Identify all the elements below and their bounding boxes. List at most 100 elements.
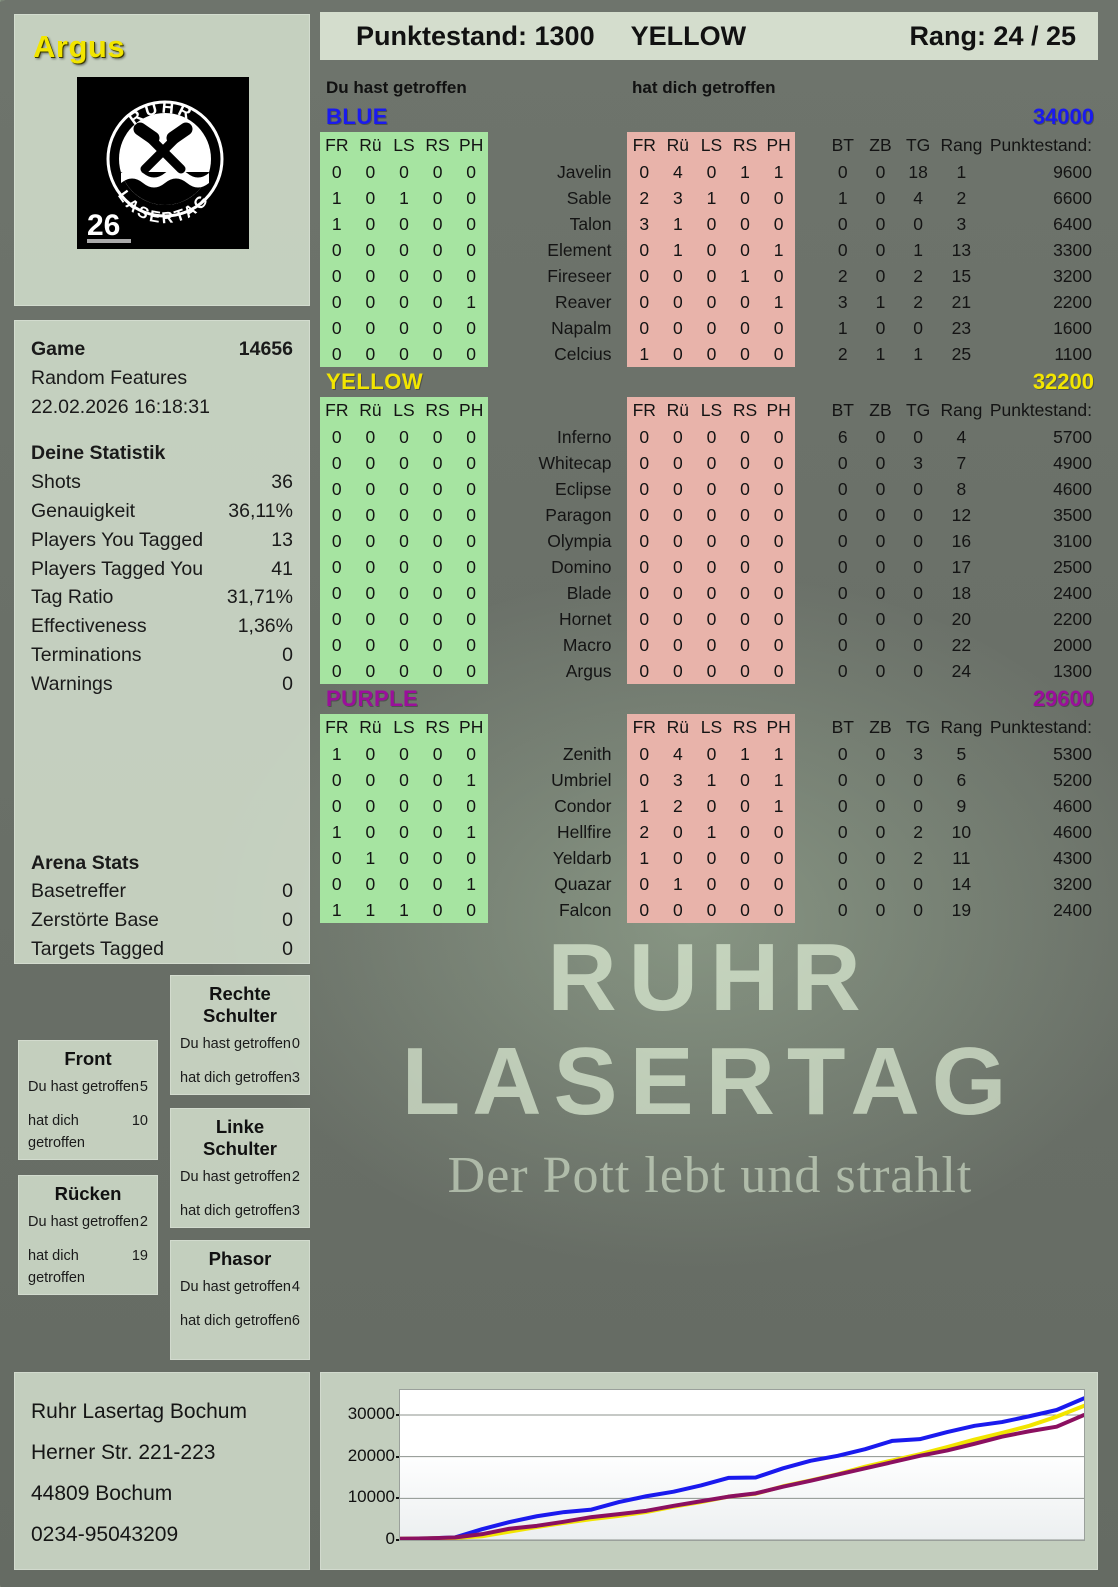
team-header-blue: BLUE 34000 xyxy=(320,104,1098,132)
cell-bt: 0 xyxy=(837,848,848,868)
cell-player-name: Zenith xyxy=(562,744,612,764)
stats-list: Shots 36 Genauigkeit 36,11% Players You Tagg… xyxy=(31,468,293,698)
table-header-row: FR Rü LS RS PH FR Rü LS RS PH BT ZB TG Rang Punktestan… xyxy=(320,397,1098,424)
cell-you-hit: 0 xyxy=(420,450,455,476)
cell-hit-you: 0 xyxy=(761,211,796,237)
col-header-you-Rü: Rü xyxy=(353,397,388,424)
stat-label: Terminations xyxy=(31,643,142,666)
stat-value: 13 xyxy=(271,528,293,551)
cell-hit-you: 0 xyxy=(761,606,796,632)
col-header-you-LS: LS xyxy=(387,714,421,741)
cell-hit-you: 1 xyxy=(761,767,796,793)
col-header-BT: BT xyxy=(831,717,854,737)
cell-bt: 0 xyxy=(837,635,848,655)
cell-you-hit: 0 xyxy=(420,871,455,897)
stat-row: Terminations 0 xyxy=(31,641,293,670)
cell-score: 3200 xyxy=(1053,266,1092,286)
team-total: 32200 xyxy=(1032,369,1094,394)
cell-rank: 20 xyxy=(951,609,972,629)
cell-gap xyxy=(795,185,824,211)
cell-you-hit: 0 xyxy=(353,502,388,528)
cell-hit-you: 1 xyxy=(761,793,796,819)
cell-zb: 1 xyxy=(875,344,886,364)
table-row: 0 0 0 0 0 Hornet 0 0 0 0 0 0 0 0 20 2200 xyxy=(320,606,1098,632)
cell-hit-you: 1 xyxy=(761,237,796,263)
cell-you-hit: 0 xyxy=(353,424,388,450)
col-gap xyxy=(795,714,824,741)
cell-hit-you: 0 xyxy=(627,528,662,554)
cell-hit-you: 0 xyxy=(661,845,695,871)
cell-bt: 0 xyxy=(837,479,848,499)
zone-front-title: Front xyxy=(64,1048,112,1069)
col-header-them-LS: LS xyxy=(694,397,729,424)
cell-gap xyxy=(795,502,824,528)
cell-bt: 0 xyxy=(837,874,848,894)
watermark-line2: LASERTAG xyxy=(401,1028,1019,1135)
zone-gothit-label: hat dich getroffen xyxy=(28,1248,85,1286)
col-header-them-Rü: Rü xyxy=(661,714,695,741)
cell-hit-you: 0 xyxy=(728,819,762,845)
zone-gothit-value: 19 xyxy=(131,1248,148,1264)
chart-plot-area xyxy=(399,1389,1085,1541)
cell-you-hit: 0 xyxy=(420,502,455,528)
arena-title-label: Arena Stats xyxy=(31,851,140,874)
cell-gap xyxy=(795,289,824,315)
cell-you-hit: 1 xyxy=(454,767,488,793)
cell-you-hit: 0 xyxy=(454,159,488,185)
cell-you-hit: 0 xyxy=(387,632,421,658)
col-header-score: Punktestand: xyxy=(989,717,1092,737)
zone-phasor-title: Phasor xyxy=(208,1248,272,1269)
cell-zb: 0 xyxy=(875,214,886,234)
zone-front-hit: Du hast getroffen 5 xyxy=(28,1076,148,1098)
cell-you-hit: 0 xyxy=(320,450,354,476)
cell-you-hit: 0 xyxy=(420,606,455,632)
col-header-ZB: ZB xyxy=(869,135,892,155)
arena-stat-label: Zerstörte Base xyxy=(31,909,159,932)
cell-tg: 0 xyxy=(913,505,923,525)
cell-hit-you: 0 xyxy=(627,476,662,502)
col-header-Rang: Rang xyxy=(940,135,983,155)
col-gap xyxy=(795,132,824,159)
cell-rank: 23 xyxy=(951,318,972,338)
chart-line-blue xyxy=(400,1398,1084,1538)
table-row: 0 0 0 0 1 Umbriel 0 3 1 0 1 0 0 0 6 5200 xyxy=(320,767,1098,793)
cell-tg: 0 xyxy=(913,214,923,234)
cell-score: 4300 xyxy=(1053,848,1092,868)
chart-line-purple xyxy=(400,1415,1084,1539)
zone-gothit-value: 3 xyxy=(291,1070,300,1086)
game-mode: Random Features xyxy=(31,366,188,389)
svg-text:26: 26 xyxy=(87,209,120,242)
cell-gap xyxy=(795,897,824,923)
cell-hit-you: 0 xyxy=(728,606,762,632)
col-header-you-LS: LS xyxy=(387,397,421,424)
cell-you-hit: 0 xyxy=(454,185,488,211)
zone-phasor-gothit: hat dich getroffen 6 xyxy=(180,1310,300,1332)
cell-hit-you: 0 xyxy=(694,476,729,502)
cell-zb: 0 xyxy=(875,874,886,894)
cell-you-hit: 0 xyxy=(353,658,388,684)
cell-player-name: Yeldarb xyxy=(552,848,612,868)
col-header-them-PH: PH xyxy=(761,132,796,159)
table-row: 0 0 0 0 0 Eclipse 0 0 0 0 0 0 0 0 8 4600 xyxy=(320,476,1098,502)
zone-hit-value: 0 xyxy=(291,1036,300,1052)
cell-zb: 0 xyxy=(875,848,886,868)
cell-rank: 9 xyxy=(956,796,967,816)
cell-gap xyxy=(795,237,824,263)
cell-player-name: Quazar xyxy=(554,874,612,894)
zone-phasor-hit: Du hast getroffen 4 xyxy=(180,1276,300,1298)
cell-you-hit: 0 xyxy=(320,845,354,871)
cell-you-hit: 0 xyxy=(387,263,421,289)
cell-hit-you: 0 xyxy=(728,424,762,450)
cell-score: 5200 xyxy=(1053,770,1092,790)
zone-gothit-label: hat dich getroffen xyxy=(180,1313,292,1329)
cell-score: 6400 xyxy=(1053,214,1092,234)
cell-player-name: Paragon xyxy=(545,505,612,525)
cell-you-hit: 0 xyxy=(420,897,455,923)
cell-hit-you: 0 xyxy=(728,871,762,897)
zone-back-hit: Du hast getroffen 2 xyxy=(28,1211,148,1233)
cell-you-hit: 0 xyxy=(353,819,388,845)
table-row: 0 0 0 0 0 Macro 0 0 0 0 0 0 0 0 22 2000 xyxy=(320,632,1098,658)
col-header-name xyxy=(488,397,628,424)
cell-hit-you: 4 xyxy=(661,159,695,185)
cell-you-hit: 0 xyxy=(387,211,421,237)
